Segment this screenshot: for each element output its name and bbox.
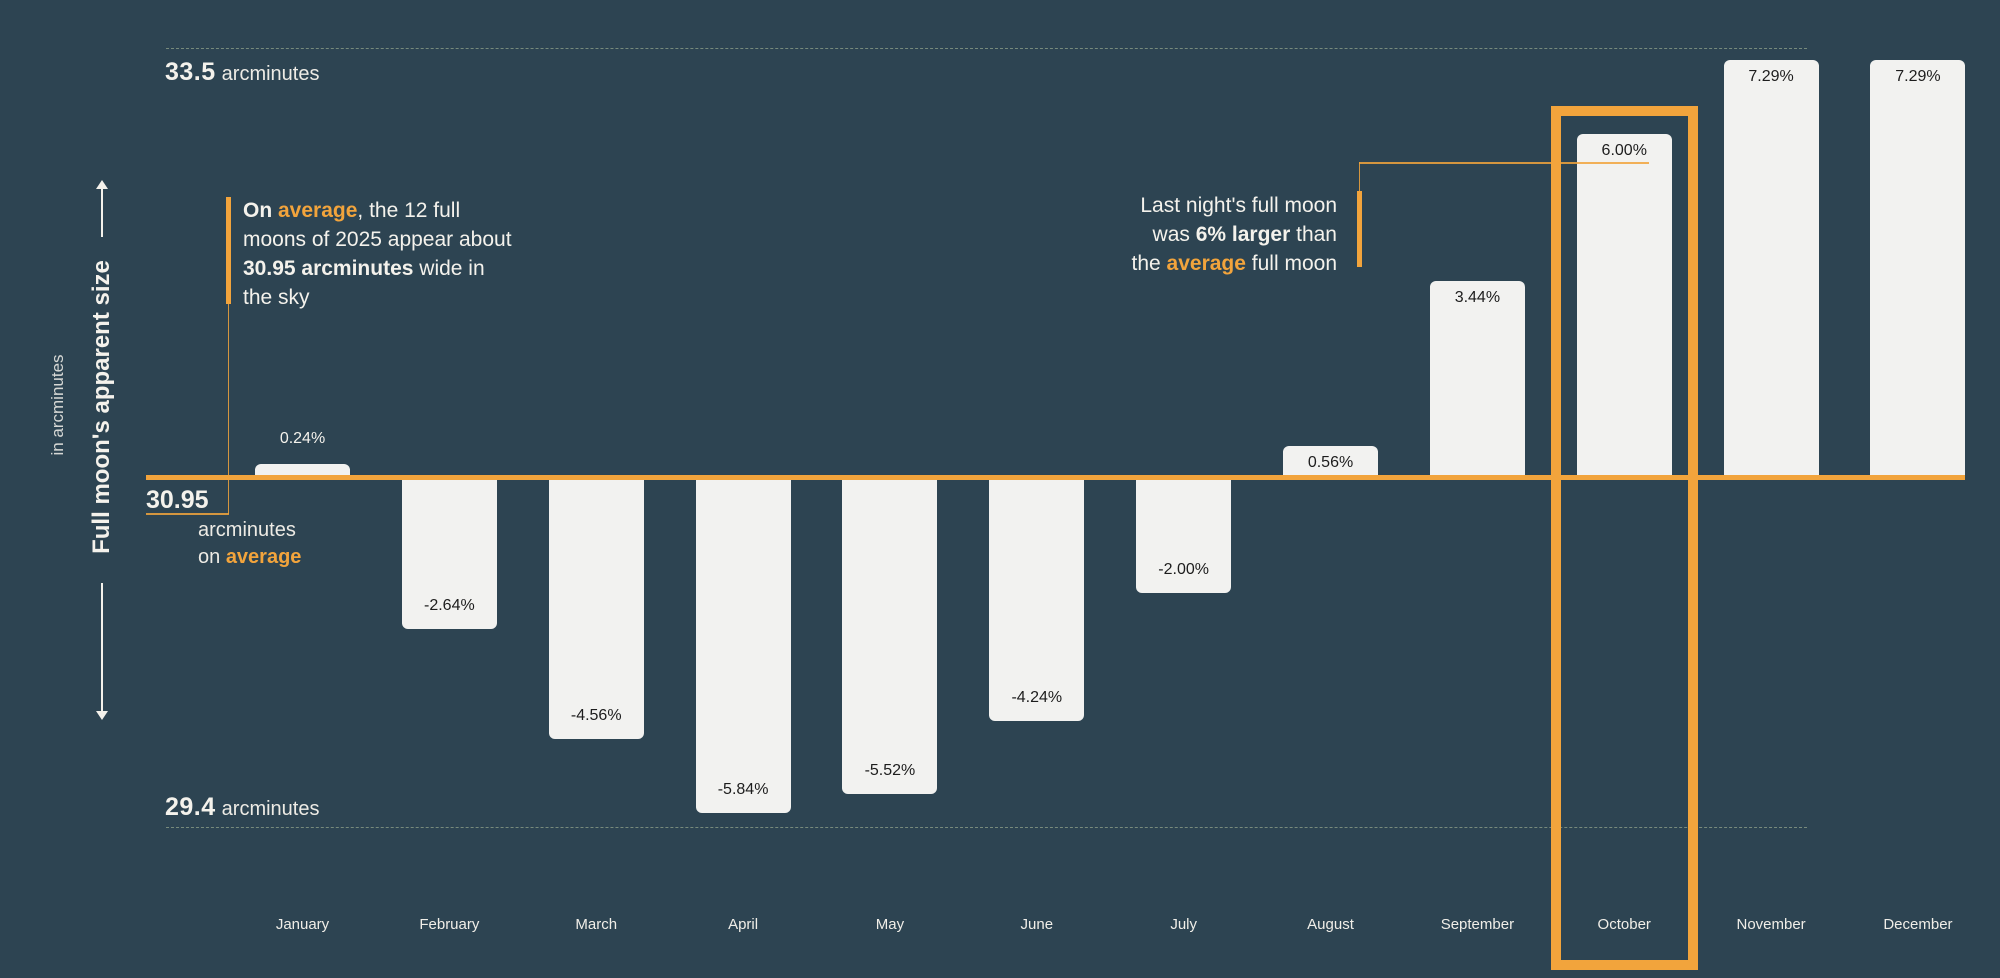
month-label-january: January [275, 916, 330, 933]
month-label-july: July [1170, 916, 1197, 933]
bar-value-september: 3.44% [1454, 288, 1501, 306]
month-label-september: September [1440, 916, 1515, 933]
bar-value-january: 0.24% [279, 430, 326, 448]
bar-january [255, 464, 350, 478]
left-annotation-connector-vertical [227, 304, 229, 514]
reference-line-top [166, 48, 1807, 49]
reference-top-value: 33.5 [165, 58, 216, 86]
bar-june [989, 478, 1085, 721]
month-label-february: February [419, 916, 480, 933]
bar-value-may: -5.52% [864, 762, 916, 780]
bar-october [1576, 134, 1672, 478]
left-annotation-connector-horizontal [146, 513, 229, 515]
average-value: 30.95 [146, 486, 209, 514]
average-baseline-line [146, 475, 1965, 480]
reference-label-top: 33.5 arcminutes [165, 58, 319, 87]
bar-value-april: -5.84% [717, 780, 769, 798]
y-axis-up-arrowhead-icon [96, 180, 108, 189]
y-axis-down-arrow-line [101, 583, 103, 712]
y-axis-up-arrow-line [101, 188, 103, 237]
month-label-december: December [1883, 916, 1953, 933]
bar-april [695, 478, 791, 813]
bar-value-june: -4.24% [1011, 688, 1063, 706]
bar-may [842, 478, 938, 795]
right-annotation-bar [1357, 191, 1362, 267]
bar-february [401, 478, 497, 630]
bar-value-december: 7.29% [1895, 68, 1941, 86]
bar-value-february: -2.64% [424, 597, 475, 615]
month-label-june: June [1020, 916, 1054, 933]
y-axis-title: Full moon's apparent size [88, 260, 115, 554]
bar-july [1136, 478, 1232, 593]
reference-line-bottom [166, 827, 1807, 828]
bar-value-august: 0.56% [1307, 453, 1354, 471]
highlight-box-october [1550, 106, 1698, 970]
average-qualifier: on average [198, 546, 302, 568]
average-unit: arcminutes [198, 519, 296, 541]
bar-march [548, 478, 644, 740]
month-label-may: May [875, 916, 905, 933]
month-label-october: October [1597, 916, 1651, 933]
bar-value-march: -4.56% [570, 707, 622, 725]
left-annotation-bar [226, 197, 231, 304]
month-label-march: March [575, 916, 618, 933]
annotation-last-night: Last night's full moon was 6% larger tha… [1131, 194, 1337, 275]
average-label-block: 30.95 arcminutes on average [146, 483, 301, 571]
annotation-average: On average, the 12 full moons of 2025 ap… [243, 199, 512, 309]
month-label-november: November [1736, 916, 1806, 933]
reference-bottom-unit: arcminutes [221, 798, 320, 820]
bar-december [1870, 60, 1966, 478]
bar-november [1723, 60, 1819, 478]
bar-value-november: 7.29% [1748, 68, 1794, 86]
reference-top-unit: arcminutes [221, 63, 320, 85]
month-label-april: April [728, 916, 759, 933]
month-label-august: August [1307, 916, 1354, 933]
bar-september [1429, 280, 1525, 478]
reference-bottom-value: 29.4 [165, 793, 216, 821]
right-annotation-connector-vertical [1358, 162, 1360, 192]
bar-value-july: -2.00% [1158, 560, 1209, 578]
y-axis-unit: in arcminutes [48, 354, 67, 456]
bar-august [1283, 445, 1379, 478]
right-annotation-connector-horizontal [1358, 162, 1649, 164]
y-axis-down-arrowhead-icon [96, 711, 108, 720]
bar-value-october: 6.00% [1601, 142, 1647, 160]
reference-label-bottom: 29.4 arcminutes [165, 793, 319, 822]
